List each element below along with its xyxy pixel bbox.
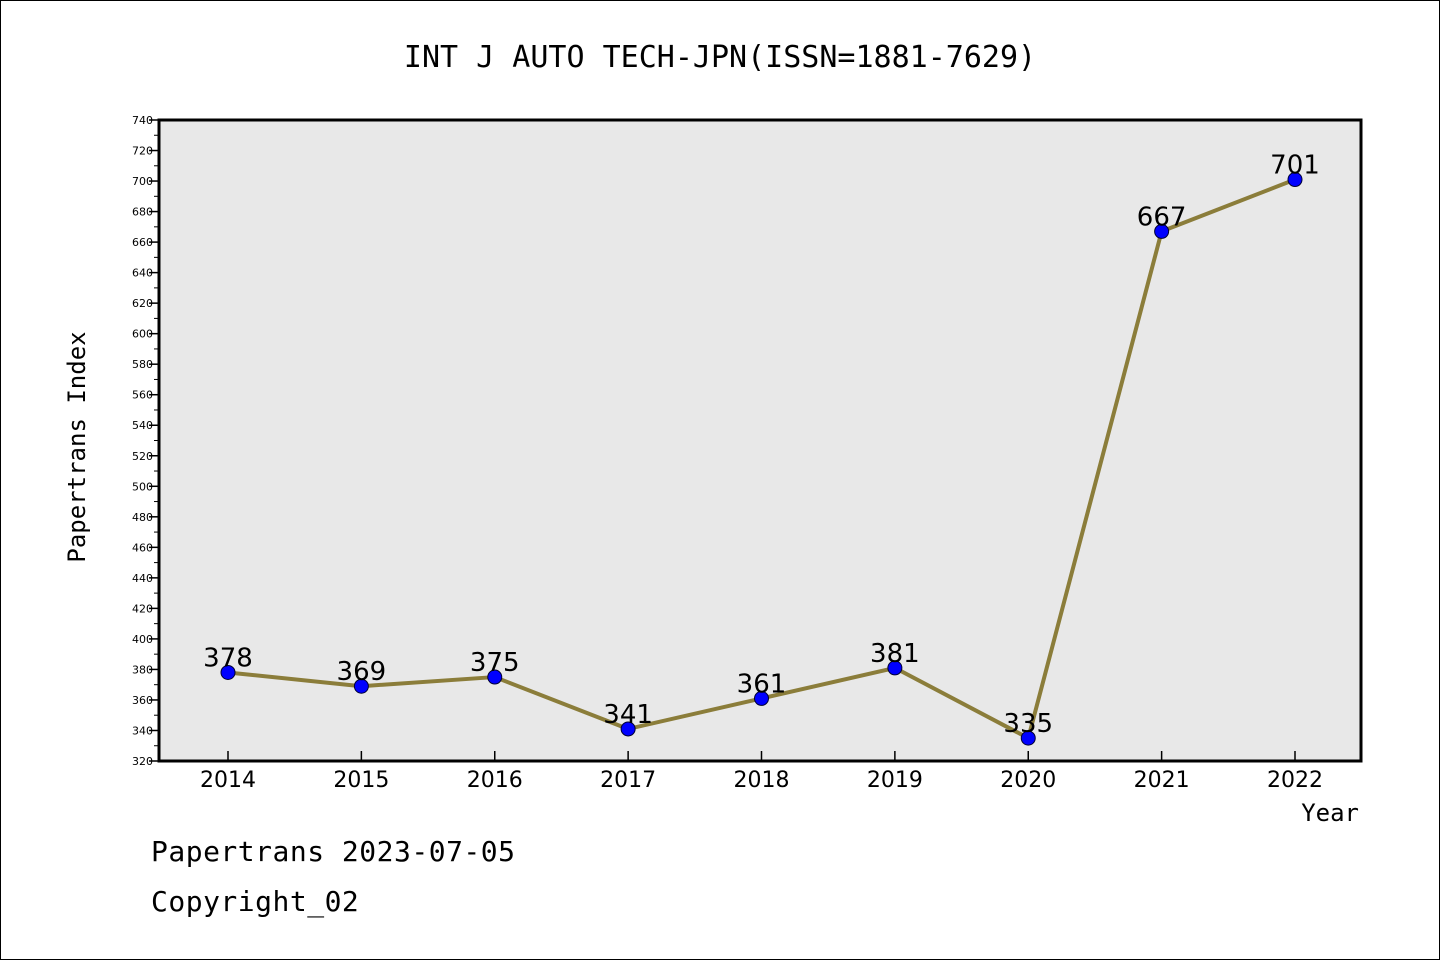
x-tick-label: 2021 [1134, 768, 1190, 793]
y-tick-label: 320 [132, 755, 153, 768]
y-tick-label: 560 [132, 389, 153, 402]
x-tick-label: 2016 [467, 768, 523, 793]
x-tick-label: 2018 [734, 768, 790, 793]
y-tick-label: 500 [132, 480, 153, 493]
data-label: 341 [603, 700, 653, 730]
y-tick-label: 600 [132, 328, 153, 341]
y-tick-label: 520 [132, 450, 153, 463]
data-point [220, 664, 236, 680]
y-tick-label: 580 [132, 358, 153, 371]
data-label: 701 [1270, 151, 1320, 181]
data-point [353, 678, 369, 694]
footer-date-text: Papertrans 2023-07-05 [151, 835, 516, 868]
x-tick-label: 2019 [867, 768, 923, 793]
y-tick-label: 400 [132, 633, 153, 646]
chart-title: INT J AUTO TECH-JPN(ISSN=1881-7629) [404, 40, 1036, 75]
data-label: 369 [337, 657, 387, 687]
data-label: 335 [1003, 709, 1053, 739]
series-layer: 378 369 375 341 361 381 335 667 701 [203, 151, 1320, 746]
y-tick-label: 420 [132, 602, 153, 615]
y-tick-label: 480 [132, 511, 153, 524]
y-axis-label: Papertrans Index [63, 331, 91, 562]
footer-copyright-text: Copyright_02 [151, 885, 360, 918]
data-label: 667 [1137, 202, 1187, 232]
y-tick-label: 360 [132, 694, 153, 707]
y-tick-label: 720 [132, 145, 153, 158]
y-tick-label: 460 [132, 541, 153, 554]
data-point [487, 669, 503, 685]
x-tick-label: 2015 [333, 768, 389, 793]
y-tick-label: 740 [132, 114, 153, 127]
data-point [887, 660, 903, 676]
y-tick-label: 380 [132, 663, 153, 676]
y-tick-label: 620 [132, 297, 153, 310]
y-tick-label: 340 [132, 724, 153, 737]
x-tick-label: 2020 [1000, 768, 1056, 793]
data-point [1020, 730, 1036, 746]
x-tick-label: 2014 [200, 768, 256, 793]
y-tick-label: 660 [132, 236, 153, 249]
y-tick-label: 680 [132, 206, 153, 219]
x-tick-label: 2022 [1267, 768, 1323, 793]
data-label: 361 [737, 669, 787, 699]
x-axis-label: Year [1301, 799, 1359, 827]
y-axis: 320 340 360 380 400 420 440 460 480 500 520 540 560 5… [132, 114, 159, 768]
data-label: 378 [203, 643, 253, 673]
data-point [754, 690, 769, 706]
y-tick-label: 640 [132, 267, 153, 280]
data-point [1287, 172, 1303, 188]
x-tick-label: 2017 [600, 768, 656, 793]
y-tick-label: 540 [132, 419, 153, 432]
data-point [1154, 223, 1170, 239]
y-tick-label: 440 [132, 572, 153, 585]
x-axis: 2014 2015 2016 2017 2018 2019 2020 2021 2022 [200, 751, 1323, 793]
data-point [620, 721, 636, 737]
data-label: 381 [870, 639, 920, 669]
y-tick-label: 700 [132, 175, 153, 188]
data-label: 375 [470, 648, 520, 678]
